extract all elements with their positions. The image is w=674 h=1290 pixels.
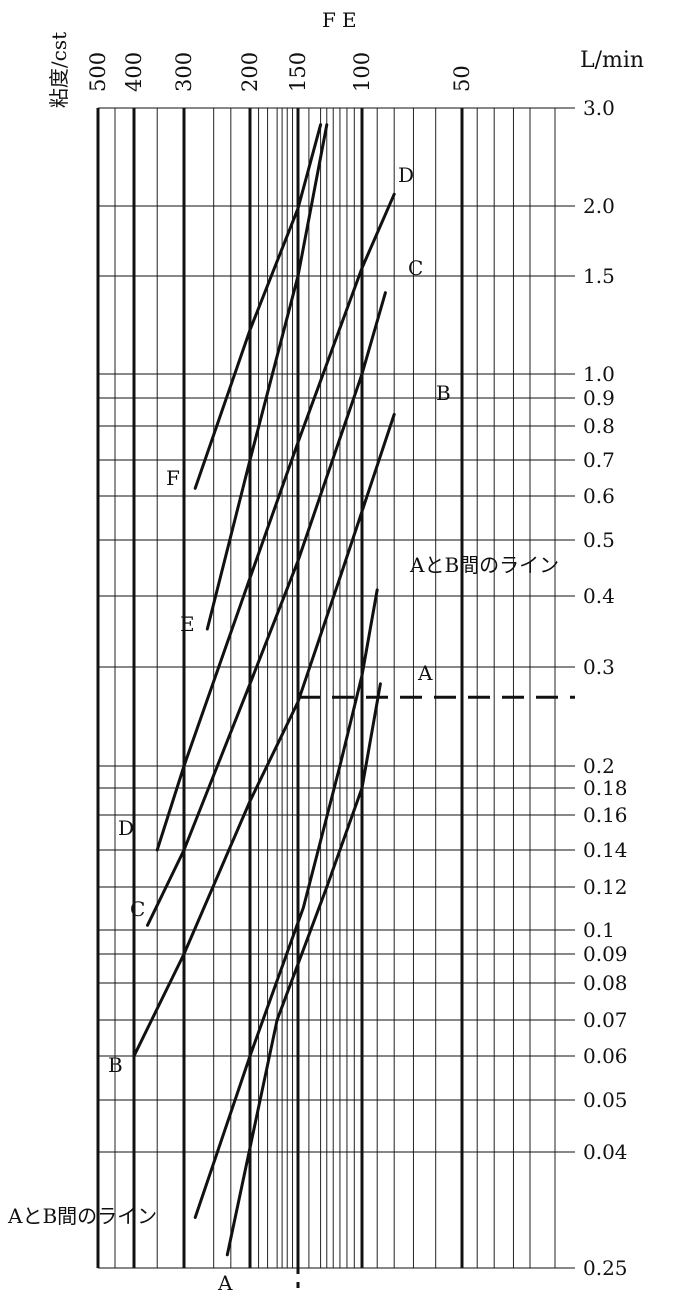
series-curve-B [132,412,396,1058]
viscosity-tick-label: 50 [450,65,474,92]
flow-tick-label: 3.0 [583,96,615,120]
series-label: F [322,8,336,32]
flow-tick-labels: 3.0 2.0 1.5 1.00.9 0.8 0.7 0.6 0.5 0.4 0.3 0.20.18… [583,96,628,1280]
flow-tick-label: 0.3 [583,655,615,679]
flow-tick-label: 0.07 [583,1008,628,1032]
flow-tick-label: 0.25 [583,1256,628,1280]
series-label: D [398,163,414,187]
reference-dashed-line [296,695,575,1290]
series-curve-C [146,291,387,927]
series-label: C [130,897,145,921]
series-label: D [118,816,134,840]
flow-tick-label: 0.09 [583,942,628,966]
series-curve-A [225,682,382,1257]
flow-tick-label: 0.8 [583,414,615,438]
flow-tick-label: 0.2 [583,754,615,778]
flow-tick-label: 0.05 [583,1088,628,1112]
viscosity-tick-label: 400 [122,52,146,92]
flow-tick-label: 0.6 [583,484,615,508]
y-axis-title: L/min [580,48,644,73]
fine-gridlines [114,108,556,1268]
series-label: F [166,466,180,490]
flow-tick-label: 0.14 [583,838,628,862]
flow-tick-label: 0.08 [583,971,628,995]
series-label: AとB間のライン [409,553,559,577]
series-curve-F [193,123,323,490]
viscosity-gridlines [96,108,464,1268]
flow-tick-label: 0.1 [583,918,615,942]
flow-gridlines [98,107,575,1269]
viscosity-tick-label: 100 [350,52,374,92]
series-curve-D [155,192,396,852]
flow-tick-label: 0.5 [583,528,615,552]
series-curves [132,123,396,1257]
series-label: B [436,381,451,405]
series-curve-AとB間のライン [193,588,379,1219]
series-label: A [217,1271,233,1290]
series-label: C [408,256,423,280]
x-axis-title: 粘度/cst [47,32,71,108]
viscosity-tick-label: 500 [86,52,110,92]
flow-tick-label: 1.0 [583,362,615,386]
viscosity-tick-labels: 500 400 300 200 150 100 50 [86,52,474,92]
series-curve-E [205,123,329,631]
flow-tick-label: 0.18 [583,776,628,800]
flow-tick-label: 0.12 [583,875,628,899]
viscosity-tick-label: 200 [238,52,262,92]
viscosity-tick-label: 300 [172,52,196,92]
series-label: AとB間のライン [7,1204,157,1228]
flow-tick-label: 0.4 [583,584,615,608]
series-label: A [417,661,433,685]
flow-tick-label: 0.04 [583,1140,628,1164]
series-label: E [342,8,357,32]
flow-tick-label: 0.7 [583,448,615,472]
viscosity-tick-label: 150 [286,52,310,92]
series-label: B [108,1053,123,1077]
flow-tick-label: 0.06 [583,1044,628,1068]
flow-tick-label: 0.9 [583,386,615,410]
flow-tick-label: 0.16 [583,803,628,827]
flow-tick-label: 1.5 [583,264,615,288]
flow-tick-label: 2.0 [583,194,615,218]
series-label: E [180,612,195,636]
